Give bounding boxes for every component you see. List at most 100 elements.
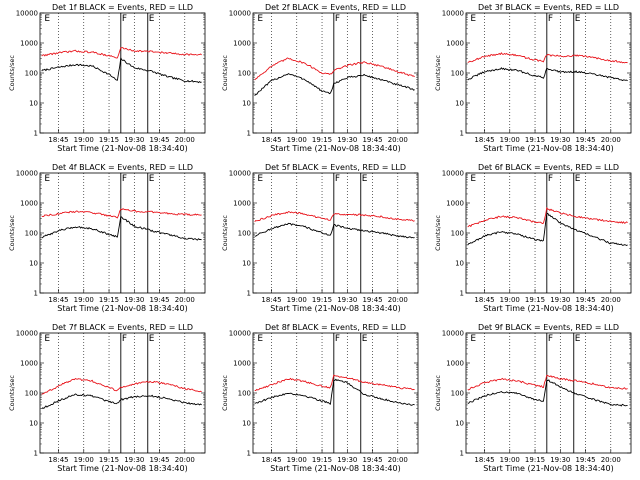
lld-series-line (254, 57, 415, 81)
x-axis-label: Start Time (21-Nov-08 18:34:40) (57, 144, 187, 153)
plot-frame (39, 172, 206, 294)
state-marker-label: E (257, 334, 263, 344)
state-marker-label: E (362, 334, 368, 344)
x-tick-label: 19:15 (312, 136, 332, 144)
state-marker-label: E (470, 334, 476, 344)
y-tick-label: 10 (455, 260, 464, 268)
x-tick-label: 19:45 (575, 296, 595, 304)
lld-series-line (41, 208, 202, 219)
events-series-line (254, 378, 415, 406)
x-axis-label: Start Time (21-Nov-08 18:34:40) (483, 464, 613, 473)
x-tick-label: 19:15 (312, 296, 332, 304)
y-tick-label: 1 (460, 130, 464, 138)
state-marker-label: E (149, 14, 155, 24)
y-tick-label: 1 (460, 290, 464, 298)
y-axis-label: Counts/sec (434, 215, 442, 251)
x-tick-label: 18:45 (474, 296, 494, 304)
plot-frame (465, 12, 632, 134)
panel-title: Det 2f BLACK = Events, RED = LLD (265, 3, 406, 12)
plot-frame (39, 12, 206, 134)
state-marker-label: E (575, 334, 581, 344)
x-tick-label: 18:45 (261, 456, 281, 464)
panel-title: Det 5f BLACK = Events, RED = LLD (265, 163, 406, 172)
state-marker-label: E (575, 174, 581, 184)
state-marker-label: E (470, 174, 476, 184)
x-tick-label: 19:15 (525, 456, 545, 464)
panel-title: Det 8f BLACK = Events, RED = LLD (265, 323, 406, 332)
x-axis-label: Start Time (21-Nov-08 18:34:40) (483, 304, 613, 313)
x-tick-label: 20:00 (388, 296, 408, 304)
detector-panel-2: Det 2f BLACK = Events, RED = LLD 1 10 100 10… (221, 3, 419, 153)
x-tick-label: 19:00 (74, 456, 94, 464)
x-axis-label: Start Time (21-Nov-08 18:34:40) (270, 304, 400, 313)
x-tick-label: 19:15 (312, 456, 332, 464)
state-marker-label: F (335, 174, 340, 184)
y-tick-label: 100 (25, 390, 38, 398)
state-marker-label: E (575, 14, 581, 24)
x-tick-label: 19:00 (500, 456, 520, 464)
plot-frame (252, 332, 419, 454)
state-marker-label: E (149, 334, 155, 344)
y-tick-label: 1000 (20, 40, 38, 48)
y-tick-label: 10 (455, 100, 464, 108)
x-tick-label: 19:00 (500, 136, 520, 144)
x-tick-label: 19:00 (500, 296, 520, 304)
events-series-line (467, 213, 628, 246)
y-tick-label: 10 (242, 100, 251, 108)
y-tick-label: 1000 (446, 360, 464, 368)
y-tick-label: 1000 (20, 360, 38, 368)
y-tick-label: 100 (25, 70, 38, 78)
x-tick-label: 20:00 (601, 456, 621, 464)
x-tick-label: 18:45 (48, 136, 68, 144)
panel-title: Det 4f BLACK = Events, RED = LLD (52, 163, 193, 172)
x-tick-label: 19:00 (287, 136, 307, 144)
state-marker-label: E (44, 174, 50, 184)
lld-series-line (254, 211, 415, 223)
x-tick-label: 20:00 (175, 136, 195, 144)
lld-series-line (467, 374, 628, 391)
x-axis-label: Start Time (21-Nov-08 18:34:40) (270, 464, 400, 473)
x-tick-label: 19:00 (287, 456, 307, 464)
state-marker-label: E (149, 174, 155, 184)
x-tick-label: 19:00 (74, 136, 94, 144)
x-tick-label: 18:45 (48, 296, 68, 304)
x-tick-label: 18:45 (261, 136, 281, 144)
y-tick-label: 10000 (16, 170, 38, 178)
events-series-line (41, 57, 202, 84)
x-tick-label: 19:30 (124, 456, 144, 464)
plot-frame (252, 12, 419, 134)
state-marker-label: E (257, 174, 263, 184)
x-tick-label: 19:45 (149, 136, 169, 144)
x-tick-label: 20:00 (601, 296, 621, 304)
state-marker-label: E (257, 14, 263, 24)
state-marker-label: E (470, 14, 476, 24)
x-tick-label: 19:00 (287, 296, 307, 304)
y-axis-label: Counts/sec (221, 375, 229, 411)
x-tick-label: 19:45 (575, 136, 595, 144)
state-marker-label: F (548, 14, 553, 24)
y-tick-label: 1000 (446, 200, 464, 208)
state-marker-label: E (44, 14, 50, 24)
lld-series-line (467, 207, 628, 228)
state-marker-label: F (122, 174, 127, 184)
detector-panel-7: Det 7f BLACK = Events, RED = LLD 1 10 100 10… (8, 323, 206, 473)
y-tick-label: 1000 (233, 360, 251, 368)
y-axis-label: Counts/sec (434, 55, 442, 91)
x-tick-label: 19:15 (525, 136, 545, 144)
y-tick-label: 1000 (233, 40, 251, 48)
events-series-line (41, 393, 202, 410)
x-tick-label: 19:30 (337, 456, 357, 464)
state-marker-label: F (335, 14, 340, 24)
x-tick-label: 19:45 (362, 296, 382, 304)
y-tick-label: 10000 (229, 170, 251, 178)
detector-panel-3: Det 3f BLACK = Events, RED = LLD 1 10 100 10… (434, 3, 632, 153)
y-tick-label: 10000 (16, 10, 38, 18)
state-marker-label: F (548, 334, 553, 344)
state-marker-label: F (548, 174, 553, 184)
state-marker-label: E (362, 174, 368, 184)
detector-panel-5: Det 5f BLACK = Events, RED = LLD 1 10 100 10… (221, 163, 419, 313)
plot-frame (39, 332, 206, 454)
x-tick-label: 18:45 (474, 136, 494, 144)
detector-panel-8: Det 8f BLACK = Events, RED = LLD 1 10 100 10… (221, 323, 419, 473)
x-tick-label: 19:45 (149, 296, 169, 304)
